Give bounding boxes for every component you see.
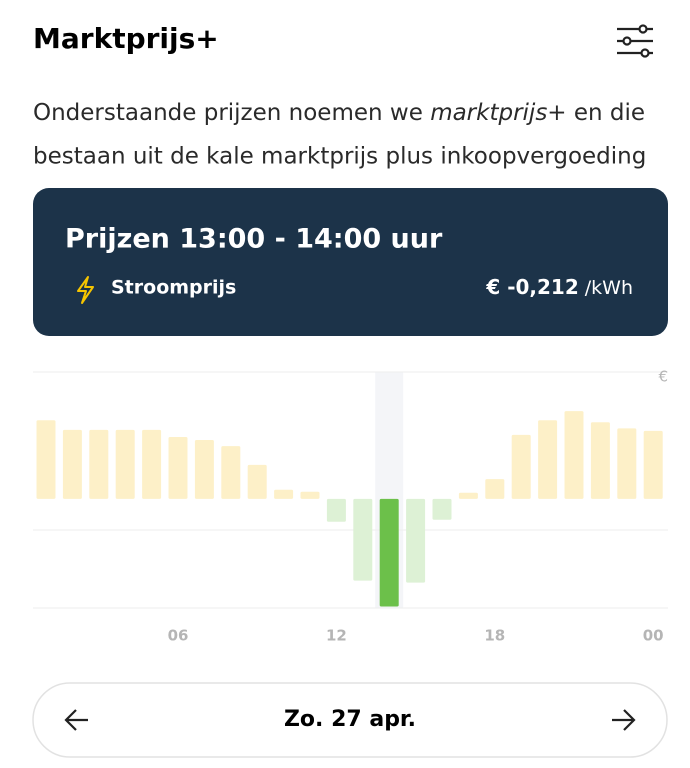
card-title: Prijzen 13:00 - 14:00 uur [65,224,443,255]
bar [432,498,452,520]
next-day-button[interactable] [612,709,636,731]
price-unit: /kWh [585,277,633,299]
description-text: en die [567,100,646,126]
bar [643,430,663,499]
bar [326,498,346,522]
bar [194,440,214,499]
x-tick-label: 18 [484,627,505,645]
y-unit: € [658,368,668,386]
card-label: Stroomprijs [111,277,236,299]
filter-button[interactable] [617,24,653,58]
lightning-icon [77,276,94,304]
chart: € 06 12 18 00 [33,368,668,645]
bar [511,434,531,499]
price-value: € -0,212 [485,275,578,299]
date-nav [32,682,668,758]
bar [36,420,56,499]
bar [221,446,241,499]
price-card [33,188,668,336]
page-title: Marktprijs+ [33,22,219,55]
bar [590,422,610,499]
description-text: Onderstaande prijzen noemen we [33,100,430,126]
bar [89,429,109,499]
description-line: bestaan uit de kale marktprijs plus inko… [33,144,646,170]
x-tick-label: 12 [326,627,347,645]
bar [62,429,82,499]
bar [115,429,135,499]
bar [617,428,637,499]
description-line: Onderstaande prijzen noemen we marktprij… [33,100,645,126]
prev-day-button[interactable] [64,709,88,731]
bar [485,479,505,499]
x-tick-label: 06 [168,627,189,645]
bar [564,411,584,499]
x-tick-label: 00 [643,627,664,645]
bar [300,491,320,499]
date-label: Zo. 27 apr. [284,707,416,732]
bar [247,464,267,499]
bar [274,489,294,499]
card-price: € -0,212/kWh [485,275,633,299]
selected-bar [379,498,399,607]
bar [168,436,188,499]
bar [458,492,478,499]
bar [538,420,558,499]
description-emphasis: marktprijs+ [430,100,566,126]
bar [406,498,426,583]
bar [353,498,373,581]
bar [142,429,162,499]
